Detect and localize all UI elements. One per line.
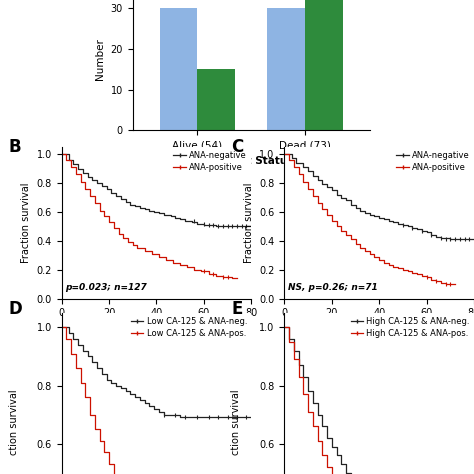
Bar (267, 9, 305, 130)
Y-axis label: Fraction survival: Fraction survival (21, 182, 31, 263)
Bar (197, 69, 235, 130)
Text: D: D (9, 300, 22, 318)
X-axis label: Months: Months (357, 324, 401, 334)
Bar (305, 0, 343, 130)
Text: B: B (9, 138, 21, 156)
Legend: High CA-125 & ANA-neg., High CA-125 & ANA-pos.: High CA-125 & ANA-neg., High CA-125 & AN… (350, 317, 470, 337)
Bar (160, 9, 197, 130)
Y-axis label: Fraction survival: Fraction survival (244, 182, 254, 263)
Text: NS, p=0.26; n=71: NS, p=0.26; n=71 (288, 283, 378, 292)
Text: C: C (231, 138, 244, 156)
Y-axis label: Number: Number (95, 38, 105, 80)
Text: ction survival: ction survival (9, 389, 18, 455)
Text: ction survival: ction survival (231, 389, 241, 455)
Legend: ANA-negative, ANA-positive: ANA-negative, ANA-positive (396, 151, 470, 172)
Text: p=0.023; n=127: p=0.023; n=127 (65, 283, 147, 292)
Legend: Low CA-125 & ANA-neg., Low CA-125 & ANA-pos.: Low CA-125 & ANA-neg., Low CA-125 & ANA-… (131, 317, 247, 337)
Text: E: E (231, 300, 243, 318)
X-axis label: Patient Status: Patient Status (209, 155, 293, 165)
Legend: ANA-negative, ANA-positive: ANA-negative, ANA-positive (173, 151, 247, 172)
X-axis label: Months: Months (135, 324, 178, 334)
